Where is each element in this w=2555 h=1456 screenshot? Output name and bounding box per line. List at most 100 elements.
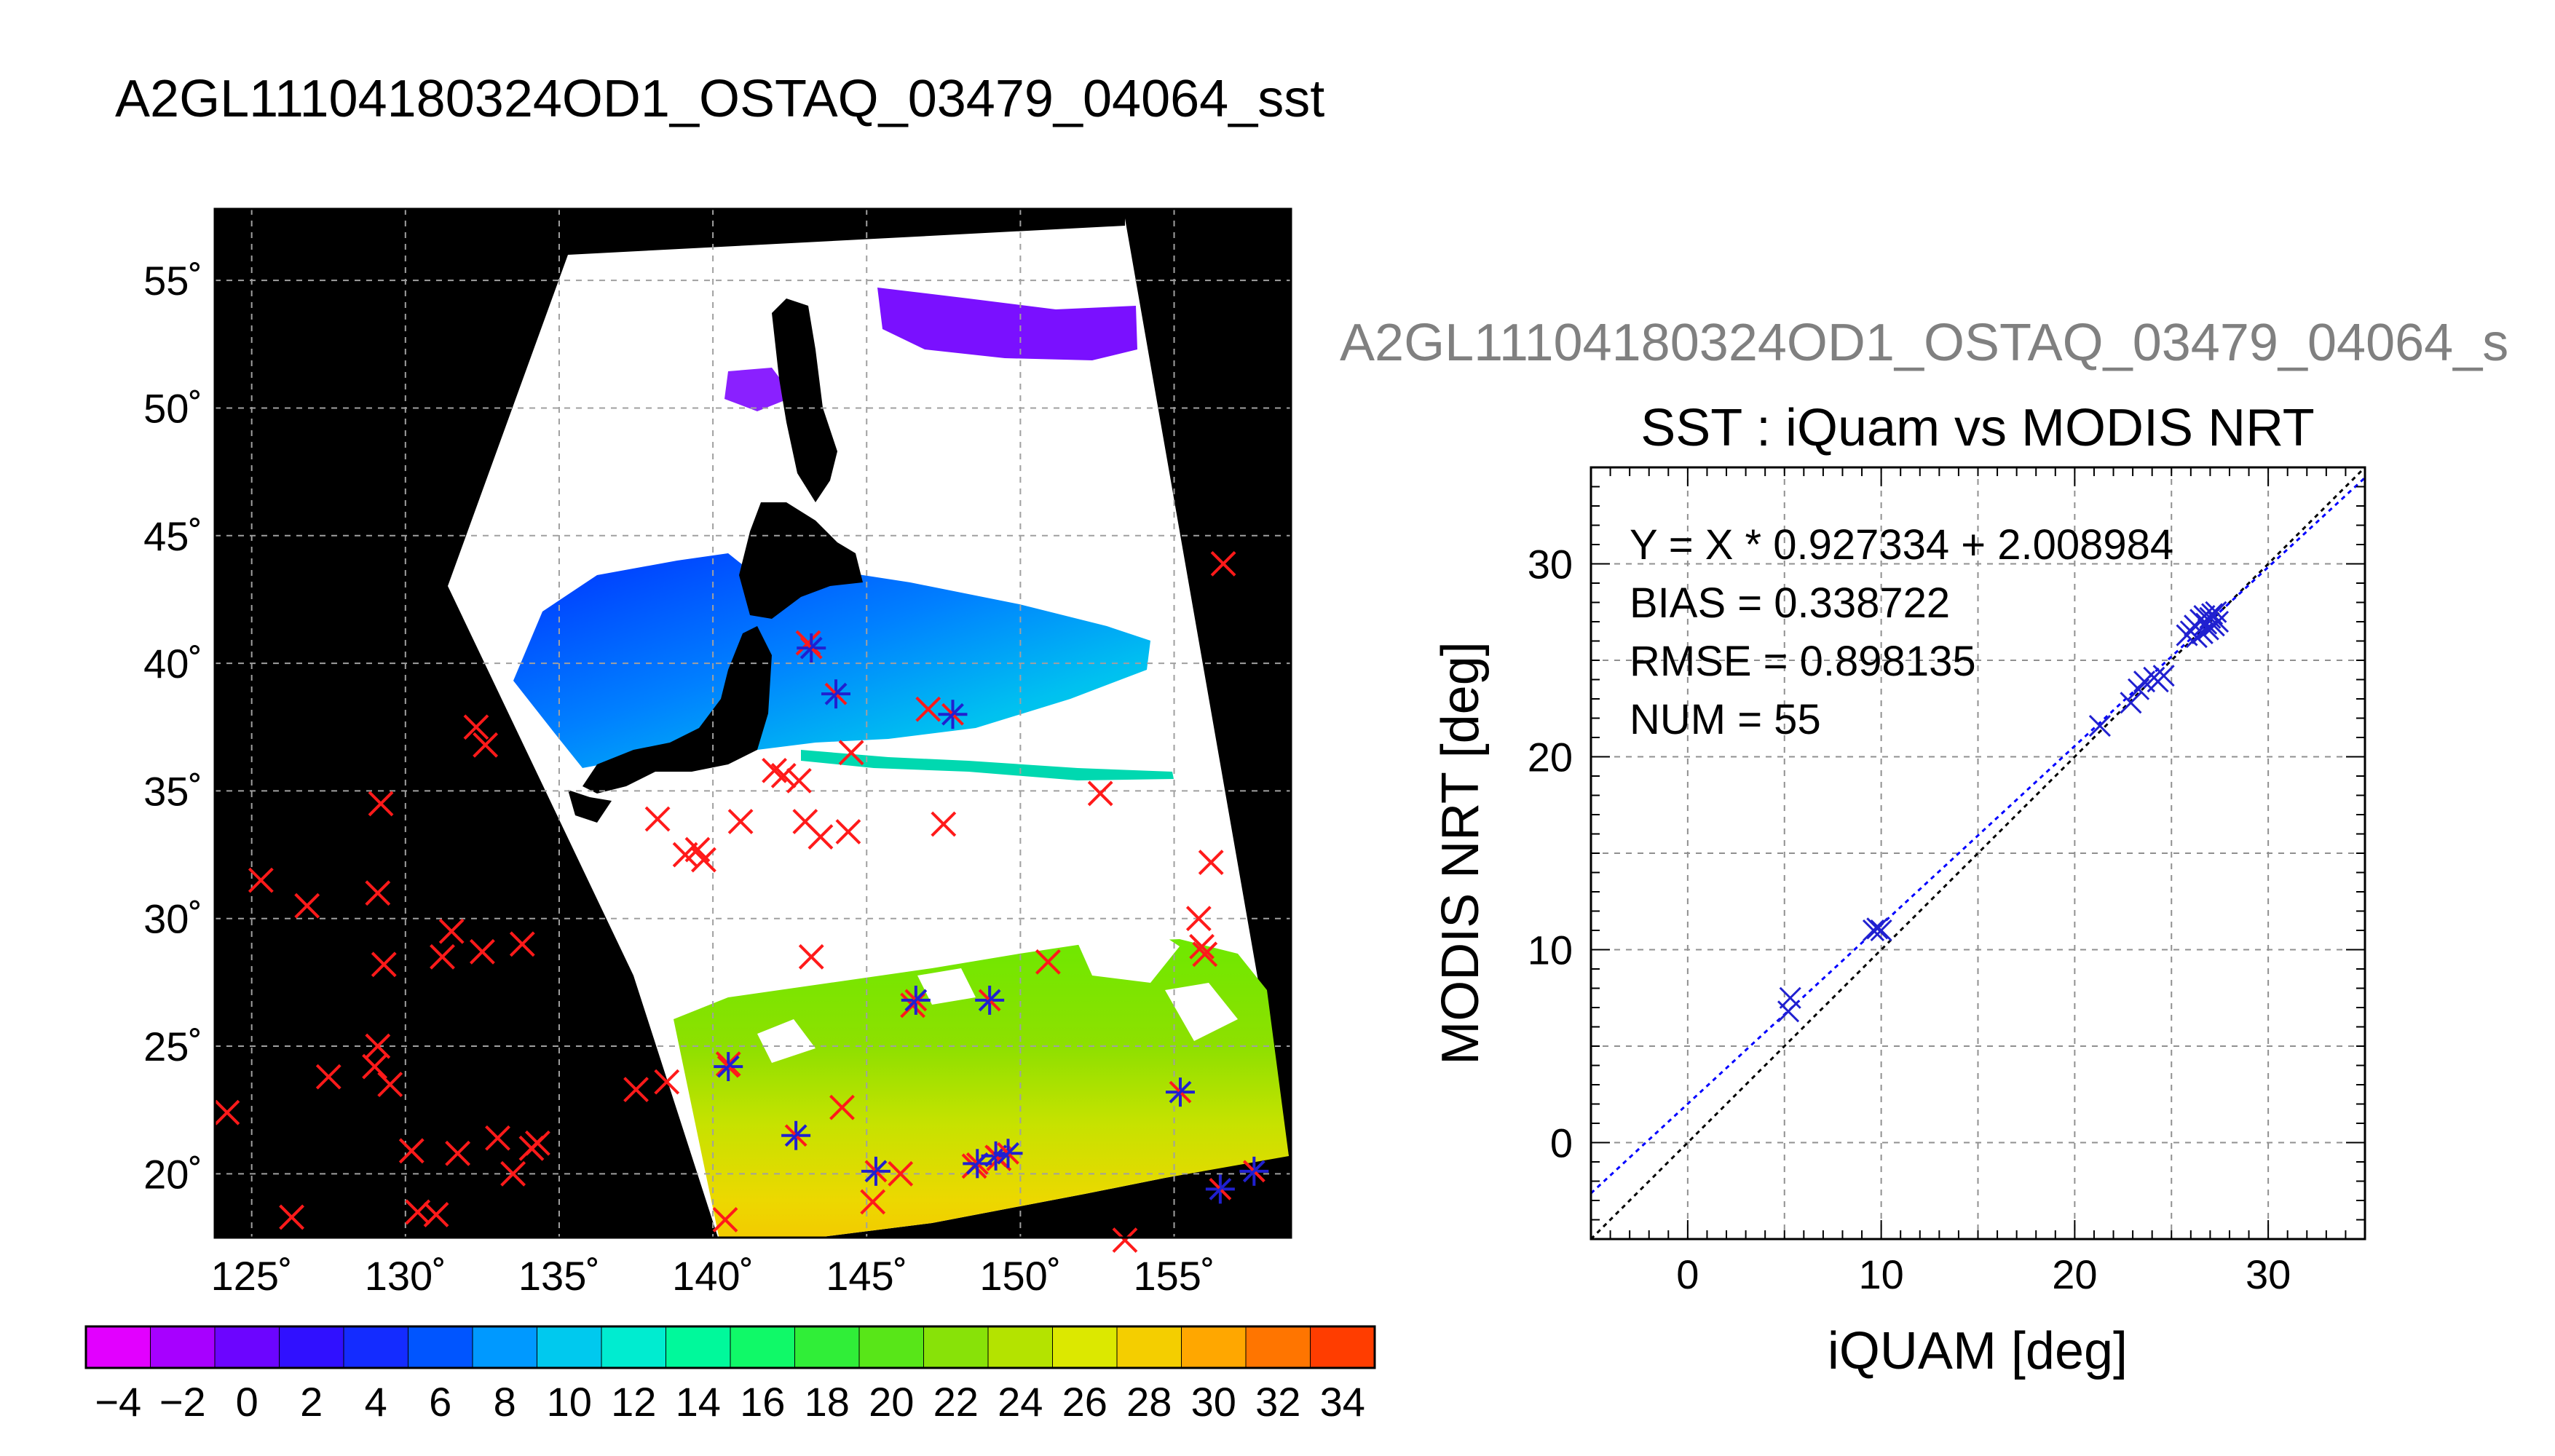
colorbar-cell: [923, 1326, 989, 1369]
matchup-marker: [714, 1052, 743, 1082]
matchup-marker: [1239, 1156, 1269, 1186]
cloud-patch-2: [1165, 983, 1238, 1041]
insitu-marker: [888, 1160, 914, 1187]
colorbar-cell: [85, 1326, 151, 1369]
scatter-x-tick-labels: 0 10 20 30: [1676, 1251, 2291, 1297]
colorbar-cell: [1181, 1326, 1247, 1369]
scatter-y-tick-label: 0: [1550, 1120, 1573, 1166]
map-lon-tick-label: 135˚: [518, 1253, 600, 1299]
map-lon-tick-label: 140˚: [672, 1253, 754, 1299]
map-lon-tick-label: 130˚: [365, 1253, 446, 1299]
scatter-point: [1866, 917, 1889, 940]
matchup-marker: [901, 985, 931, 1015]
colorbar-tick-label: −4: [95, 1379, 141, 1425]
insitu-marker: [248, 867, 274, 893]
insitu-marker: [315, 1064, 341, 1090]
identity-line: [1591, 467, 2365, 1239]
insitu-marker: [654, 1069, 680, 1095]
insitu-marker: [438, 918, 465, 944]
insitu-marker: [377, 1072, 403, 1098]
insitu-marker: [931, 811, 957, 837]
map-lat-tick-label: 50˚: [143, 385, 202, 431]
colorbar-cell: [279, 1326, 344, 1369]
sst-map: 125˚ 130˚ 135˚ 140˚ 145˚ 150˚ 155˚ 20˚ 25˚ 30˚ 35…: [143, 207, 1292, 1299]
scatter-x-tick-label: 20: [2052, 1251, 2097, 1297]
colorbar-tick-label: 20: [869, 1379, 914, 1425]
colorbar-cell: [666, 1326, 731, 1369]
insitu-marker: [838, 740, 864, 766]
colorbar-tick-label: 28: [1126, 1379, 1172, 1425]
map-lon-tick-label: 150˚: [979, 1253, 1061, 1299]
insitu-marker: [835, 819, 861, 844]
insitu-marker: [368, 791, 394, 817]
colorbar-tick-label: 22: [933, 1379, 979, 1425]
colorbar-frame: [84, 1325, 1376, 1369]
colorbar-cells: [85, 1326, 1375, 1369]
map-lat-tick-label: 55˚: [143, 258, 202, 304]
matchup-marker: [975, 985, 1005, 1015]
insitu-marker: [798, 943, 824, 970]
colorbar-tick-label: 6: [429, 1379, 451, 1425]
colorbar-tick-label: −2: [159, 1379, 206, 1425]
insitu-marker: [1210, 550, 1236, 577]
matchup-marker: [938, 700, 968, 729]
insitu-marker: [691, 847, 716, 873]
scatter-subtitle: A2GL11104180324OD1_OSTAQ_03479_04064_s: [1340, 314, 2509, 372]
insitu-marker: [279, 1204, 304, 1230]
insitu-marker: [371, 951, 397, 978]
colorbar-cell: [472, 1326, 538, 1369]
insitu-marker: [398, 1138, 424, 1164]
land-honshu: [583, 626, 772, 794]
stat-num: NUM = 55: [1630, 696, 1821, 743]
scatter-point: [2120, 692, 2142, 714]
matchup-marker: [797, 633, 826, 663]
scatter-title: SST : iQuam vs MODIS NRT: [1640, 399, 2315, 457]
sst-okhotsk-cold-region: [877, 288, 1137, 360]
scatter-grid: [1591, 467, 2365, 1239]
colorbar-tick-label: 8: [494, 1379, 516, 1425]
matchup-marker: [821, 679, 851, 709]
colorbar-cell: [794, 1326, 860, 1369]
map-lat-tick-label: 35˚: [143, 768, 202, 814]
map-lon-tick-label: 125˚: [211, 1253, 293, 1299]
sst-southern-warm-region: [674, 939, 1289, 1238]
insitu-marker: [524, 1130, 550, 1156]
matchup-marker: [993, 1139, 1023, 1168]
map-markers: [214, 550, 1269, 1253]
scatter-ticks: [1590, 467, 2366, 1240]
insitu-marker: [829, 1094, 855, 1120]
scatter-point: [1777, 1000, 1800, 1023]
insitu-marker: [469, 938, 495, 965]
colorbar-tick-label: 16: [740, 1379, 785, 1425]
matchup-marker: [1205, 1174, 1235, 1204]
insitu-marker: [644, 806, 671, 832]
scatter-point: [2088, 715, 2111, 737]
insitu-marker: [214, 1099, 240, 1125]
insitu-marker: [915, 696, 941, 722]
scatter-plot: SST : iQuam vs MODIS NRT 0 10 20 30 0 10 20 30…: [1431, 399, 2366, 1380]
land-sakhalin: [772, 298, 837, 502]
insitu-marker: [1035, 949, 1061, 975]
insitu-marker: [445, 1140, 471, 1166]
cloud-patch-4: [917, 968, 976, 1005]
map-grid: [215, 209, 1291, 1238]
scatter-y-tick-label: 30: [1528, 542, 1573, 587]
colorbar-tick-label: 26: [1062, 1379, 1107, 1425]
colorbar-cell: [214, 1326, 280, 1369]
insitu-marker: [727, 809, 754, 834]
insitu-marker: [430, 943, 455, 970]
insitu-marker: [770, 762, 797, 788]
colorbar: −4 −2 0 2 4 6 8 10 12 14 16 18 20 22 24 26 28 30 32 34: [84, 1325, 1376, 1425]
colorbar-cell: [1245, 1326, 1311, 1369]
scatter-x-tick-label: 30: [2246, 1251, 2291, 1297]
scatter-points: [1777, 601, 2230, 1023]
stat-equation: Y = X * 0.927334 + 2.008984: [1630, 521, 2173, 569]
insitu-marker: [473, 732, 499, 758]
colorbar-cell: [537, 1326, 602, 1369]
scatter-point: [1779, 986, 1801, 1009]
matchup-marker: [1165, 1077, 1195, 1107]
map-lat-tick-label: 40˚: [143, 641, 202, 687]
map-swath-layer: [448, 218, 1289, 1238]
insitu-marker: [1192, 941, 1218, 968]
insitu-marker: [1198, 850, 1224, 876]
